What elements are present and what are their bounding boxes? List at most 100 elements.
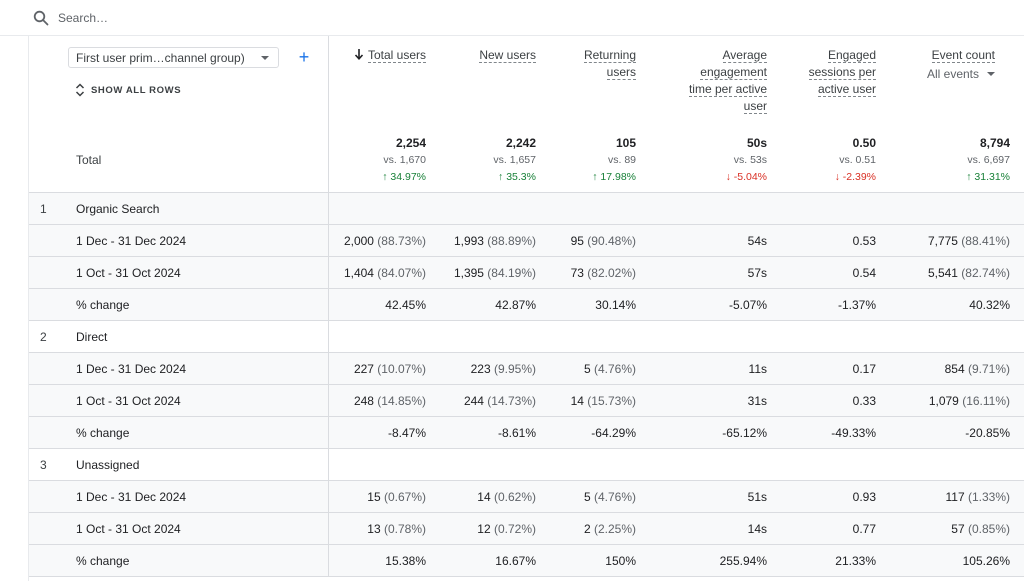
column-divider	[328, 481, 329, 513]
table-cell: 0.93	[853, 490, 876, 504]
column-divider	[328, 289, 329, 321]
cell-value: 2,000	[343, 234, 374, 248]
expand-collapse-icon	[75, 83, 85, 97]
metric-header-avg-engagement-time[interactable]: Average engagement time per active user	[688, 48, 767, 114]
total-comparison: vs. 0.51	[839, 154, 876, 166]
cell-percentage: (88.41%)	[957, 234, 1010, 248]
table-cell: 14 (15.73%)	[571, 394, 636, 408]
cell-value: 12	[477, 522, 491, 536]
table-cell: 13 (0.78%)	[367, 522, 426, 536]
cell-value: 117	[945, 490, 965, 504]
table-cell: 11s	[749, 362, 767, 376]
table-cell: 21.33%	[835, 554, 876, 568]
table-cell: -65.12%	[722, 426, 767, 440]
column-divider	[328, 513, 329, 545]
cell-value: 42.45%	[385, 298, 426, 312]
arrow-down-icon	[354, 49, 364, 60]
table-row: % change 15.38% 16.67% 150% 255.94% 21.33% 105…	[29, 545, 1024, 577]
cell-value: 16.67%	[495, 554, 536, 568]
group-row[interactable]: 1 Organic Search	[29, 193, 1024, 225]
cell-value: -1.37%	[837, 298, 876, 312]
cell-percentage: (14.85%)	[373, 394, 426, 408]
cell-value: 0.33	[852, 394, 876, 408]
dimension-select[interactable]: First user prim…channel group)	[68, 47, 279, 68]
column-divider	[328, 321, 329, 353]
cell-percentage: (10.07%)	[373, 362, 426, 376]
show-all-rows-label: SHOW ALL ROWS	[91, 84, 182, 96]
table-row: 1 Oct - 31 Oct 2024 248 (14.85%) 244 (14.7…	[29, 385, 1024, 417]
table-cell: 5 (4.76%)	[584, 362, 636, 376]
table-row: 1 Dec - 31 Dec 2024 227 (10.07%) 223 (9.95…	[29, 353, 1024, 385]
total-comparison: vs. 6,697	[967, 154, 1010, 166]
search-bar	[0, 0, 1024, 36]
column-divider	[328, 225, 329, 257]
chevron-down-icon	[261, 56, 269, 60]
cell-value: 31s	[747, 394, 767, 408]
cell-percentage: (1.33%)	[964, 490, 1010, 504]
table-cell: -20.85%	[965, 426, 1010, 440]
cell-value: 30.14%	[595, 298, 636, 312]
search-input[interactable]	[58, 9, 458, 27]
cell-value: 21.33%	[835, 554, 876, 568]
total-comparison: vs. 1,657	[493, 154, 536, 166]
cell-value: 105.26%	[962, 554, 1010, 568]
cell-percentage: (9.71%)	[964, 362, 1010, 376]
metric-header-event-count[interactable]: Event count All events	[926, 48, 995, 83]
table-cell: 1,395 (84.19%)	[454, 266, 536, 280]
cell-percentage: (0.72%)	[490, 522, 536, 536]
table-header	[29, 36, 1024, 193]
table-cell: 2 (2.25%)	[584, 522, 636, 536]
total-change: ↑ 17.98%	[592, 171, 636, 183]
row-label: 1 Dec - 31 Dec 2024	[76, 362, 187, 376]
table-cell: 105.26%	[963, 554, 1010, 568]
table-cell: 15.38%	[385, 554, 426, 568]
table-cell: 1,404 (84.07%)	[344, 266, 426, 280]
cell-value: 54s	[747, 234, 767, 248]
total-cell: 50s vs. 53s ↓ -5.04%	[726, 135, 767, 185]
metric-header-returning-users[interactable]: Returning users	[583, 48, 636, 80]
table-cell: 1,993 (88.89%)	[454, 234, 536, 248]
table-cell: 0.33	[853, 394, 876, 408]
cell-value: -20.85%	[965, 426, 1010, 440]
cell-percentage: (16.11%)	[958, 394, 1010, 408]
cell-value: 223	[470, 362, 491, 376]
table-row: 1 Dec - 31 Dec 2024 2,000 (88.73%) 1,993 (…	[29, 225, 1024, 257]
cell-percentage: (15.73%)	[583, 394, 636, 408]
cell-value: 5,541	[927, 266, 958, 280]
show-all-rows-button[interactable]: SHOW ALL ROWS	[75, 83, 181, 97]
table-cell: 42.45%	[385, 298, 426, 312]
cell-percentage: (84.19%)	[483, 266, 536, 280]
total-value: 2,254	[395, 136, 426, 150]
event-filter-dropdown[interactable]: All events	[927, 66, 995, 83]
total-value: 105	[615, 136, 636, 150]
cell-value: 0.77	[852, 522, 876, 536]
cell-value: 1,395	[453, 266, 484, 280]
cell-value: 14s	[747, 522, 767, 536]
metric-header-engaged-sessions[interactable]: Engaged sessions per active user	[808, 48, 876, 97]
chevron-down-icon	[987, 72, 995, 76]
metric-header-new-users[interactable]: New users	[479, 48, 536, 63]
cell-value: 0.93	[852, 490, 876, 504]
metric-header-total-users[interactable]: Total users	[354, 47, 426, 64]
cell-value: 40.32%	[969, 298, 1010, 312]
table-row: % change 42.45% 42.87% 30.14% -5.07% -1.37% 40…	[29, 289, 1024, 321]
cell-percentage: (84.07%)	[373, 266, 426, 280]
group-row[interactable]: 2 Direct	[29, 321, 1024, 353]
cell-value: 5	[583, 362, 591, 376]
add-dimension-button[interactable]: +	[298, 47, 310, 67]
column-divider	[328, 449, 329, 481]
table-cell: 15 (0.67%)	[367, 490, 426, 504]
table-cell: 30.14%	[595, 298, 636, 312]
table-cell: 54s	[748, 234, 767, 248]
cell-value: 42.87%	[495, 298, 536, 312]
table-cell: 1,079 (16.11%)	[929, 394, 1010, 408]
cell-percentage: (82.74%)	[957, 266, 1010, 280]
cell-value: -5.07%	[728, 298, 767, 312]
table-cell: 31s	[748, 394, 767, 408]
row-label: 1 Oct - 31 Oct 2024	[76, 266, 181, 280]
total-value: 0.50	[852, 136, 876, 150]
table-cell: 854 (9.71%)	[945, 362, 1010, 376]
cell-value: 15	[367, 490, 381, 504]
group-row[interactable]: 3 Unassigned	[29, 449, 1024, 481]
total-cell: 2,242 vs. 1,657 ↑ 35.3%	[493, 135, 536, 185]
